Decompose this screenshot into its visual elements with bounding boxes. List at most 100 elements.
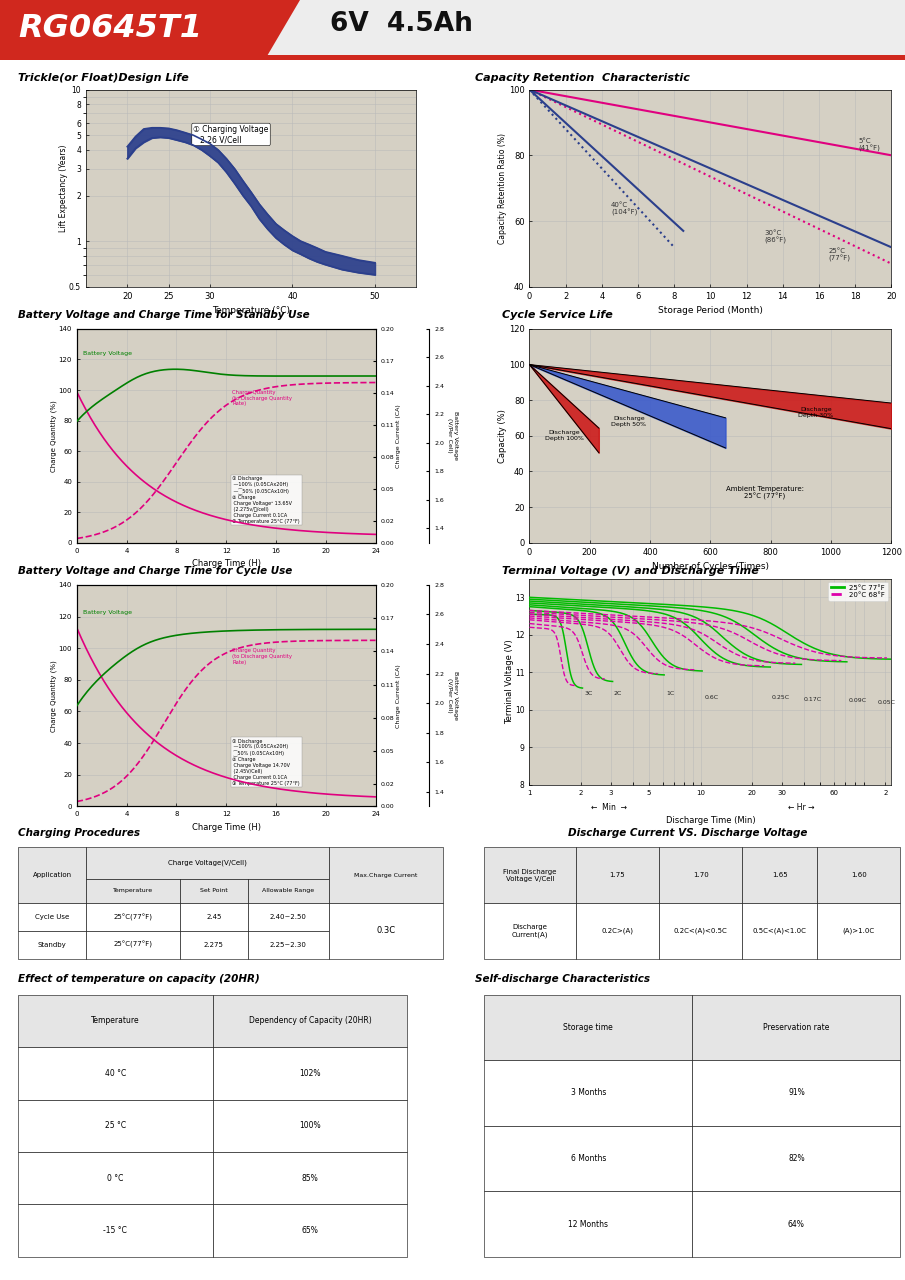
Text: 64%: 64%: [788, 1220, 805, 1229]
Text: Self-discharge Characteristics: Self-discharge Characteristics: [475, 974, 650, 984]
Text: 1C: 1C: [666, 691, 674, 696]
Text: Trickle(or Float)Design Life: Trickle(or Float)Design Life: [18, 73, 189, 83]
Text: Discharge
Current(A): Discharge Current(A): [511, 924, 548, 938]
Bar: [180, 904, 248, 931]
Text: ← Hr →: ← Hr →: [787, 803, 814, 813]
Bar: [692, 1126, 900, 1192]
Bar: [248, 931, 329, 959]
Bar: [659, 904, 742, 959]
Bar: [86, 904, 180, 931]
Text: Capacity Retention  Characteristic: Capacity Retention Characteristic: [475, 73, 690, 83]
Bar: [18, 1100, 213, 1152]
Text: Discharge
Depth 50%: Discharge Depth 50%: [612, 416, 646, 428]
Y-axis label: Battery Voltage
(V/Per Cell): Battery Voltage (V/Per Cell): [447, 411, 458, 461]
Y-axis label: Terminal Voltage (V): Terminal Voltage (V): [505, 639, 513, 724]
Text: Cycle Service Life: Cycle Service Life: [502, 310, 613, 320]
Text: Charge Quantity
(to Discharge Quantity
Rate): Charge Quantity (to Discharge Quantity R…: [233, 389, 292, 406]
Text: Preservation rate: Preservation rate: [763, 1023, 830, 1032]
Text: 25°C
(77°F): 25°C (77°F): [828, 247, 850, 262]
Text: 12 Months: 12 Months: [568, 1220, 608, 1229]
Y-axis label: Charge Current (CA): Charge Current (CA): [395, 664, 401, 727]
Bar: [18, 995, 213, 1047]
Text: Set Point: Set Point: [200, 888, 228, 893]
Text: Allowable Range: Allowable Range: [262, 888, 314, 893]
Text: Dependency of Capacity (20HR): Dependency of Capacity (20HR): [249, 1016, 371, 1025]
Text: 2.25~2.30: 2.25~2.30: [270, 942, 307, 947]
Bar: [180, 931, 248, 959]
Text: 0.2C>(A): 0.2C>(A): [602, 928, 634, 934]
Text: Temperature: Temperature: [113, 888, 153, 893]
Bar: [86, 931, 180, 959]
Y-axis label: Charge Quantity (%): Charge Quantity (%): [51, 399, 57, 472]
Bar: [18, 931, 86, 959]
Text: 40 °C: 40 °C: [105, 1069, 126, 1078]
Bar: [213, 1152, 407, 1204]
Bar: [484, 1126, 692, 1192]
Text: Battery Voltage and Charge Time for Cycle Use: Battery Voltage and Charge Time for Cycl…: [18, 566, 292, 576]
X-axis label: Number of Cycles (Times): Number of Cycles (Times): [652, 562, 769, 571]
Bar: [484, 904, 576, 959]
Text: Effect of temperature on capacity (20HR): Effect of temperature on capacity (20HR): [18, 974, 260, 984]
Text: 0 °C: 0 °C: [107, 1174, 124, 1183]
Text: Temperature: Temperature: [91, 1016, 139, 1025]
Bar: [484, 1192, 692, 1257]
Text: 5°C
(41°F): 5°C (41°F): [859, 137, 881, 152]
Text: Final Discharge
Voltage V/Cell: Final Discharge Voltage V/Cell: [503, 869, 557, 882]
Text: 0.17C: 0.17C: [804, 696, 822, 701]
Text: 0.6C: 0.6C: [704, 695, 719, 700]
Legend: 25°C 77°F, 20°C 68°F: 25°C 77°F, 20°C 68°F: [828, 582, 888, 600]
Text: Discharge Current VS. Discharge Voltage: Discharge Current VS. Discharge Voltage: [568, 828, 807, 838]
Bar: [576, 904, 659, 959]
Text: Charge Quantity
(to Discharge Quantity
Rate): Charge Quantity (to Discharge Quantity R…: [233, 649, 292, 666]
Text: 0.25C: 0.25C: [772, 695, 790, 700]
Text: Application: Application: [33, 872, 71, 878]
Text: Charging Procedures: Charging Procedures: [18, 828, 140, 838]
Text: 0.5C<(A)<1.0C: 0.5C<(A)<1.0C: [753, 928, 806, 934]
Text: ←  Min  →: ← Min →: [591, 803, 627, 813]
Bar: [692, 1060, 900, 1126]
X-axis label: Temperature (°C): Temperature (°C): [212, 306, 291, 315]
Y-axis label: Charge Quantity (%): Charge Quantity (%): [51, 659, 57, 732]
Bar: [18, 904, 86, 931]
Bar: [576, 847, 659, 904]
Text: 0.05C: 0.05C: [878, 700, 896, 705]
Text: Storage time: Storage time: [564, 1023, 613, 1032]
Y-axis label: Charge Current (CA): Charge Current (CA): [395, 404, 401, 467]
Bar: [817, 904, 900, 959]
Text: Cycle Use: Cycle Use: [35, 914, 70, 920]
Bar: [18, 1152, 213, 1204]
Text: Terminal Voltage (V) and Discharge Time: Terminal Voltage (V) and Discharge Time: [502, 566, 759, 576]
Text: 25°C(77°F): 25°C(77°F): [113, 914, 152, 920]
Text: 91%: 91%: [788, 1088, 805, 1097]
Text: Standby: Standby: [38, 942, 66, 947]
X-axis label: Charge Time (H): Charge Time (H): [192, 823, 261, 832]
Text: Discharge
Depth 100%: Discharge Depth 100%: [545, 430, 584, 442]
Text: 25°C(77°F): 25°C(77°F): [113, 941, 152, 948]
Y-axis label: Capacity Retention Ratio (%): Capacity Retention Ratio (%): [499, 133, 508, 243]
Polygon shape: [265, 0, 905, 59]
Bar: [18, 1047, 213, 1100]
Text: 2.40~2.50: 2.40~2.50: [270, 914, 307, 920]
X-axis label: Storage Period (Month): Storage Period (Month): [658, 306, 763, 315]
Bar: [692, 1192, 900, 1257]
Text: -15 °C: -15 °C: [103, 1226, 128, 1235]
Bar: [484, 847, 576, 904]
Bar: [692, 995, 900, 1060]
Y-axis label: Battery Voltage
(V/Per Cell): Battery Voltage (V/Per Cell): [447, 671, 458, 721]
Text: 1.65: 1.65: [772, 872, 787, 878]
Text: 1.70: 1.70: [692, 872, 709, 878]
Text: 65%: 65%: [301, 1226, 319, 1235]
Bar: [213, 995, 407, 1047]
Text: Battery Voltage: Battery Voltage: [83, 351, 132, 356]
Bar: [659, 847, 742, 904]
Bar: [86, 847, 329, 878]
Text: 40°C
(104°F): 40°C (104°F): [611, 201, 637, 216]
Bar: [248, 904, 329, 931]
Bar: [484, 995, 692, 1060]
Bar: [329, 904, 443, 959]
Text: 0.2C<(A)<0.5C: 0.2C<(A)<0.5C: [674, 928, 728, 934]
Text: 3 Months: 3 Months: [570, 1088, 606, 1097]
Bar: [213, 1100, 407, 1152]
Bar: [484, 1060, 692, 1126]
Text: 6 Months: 6 Months: [570, 1155, 606, 1164]
